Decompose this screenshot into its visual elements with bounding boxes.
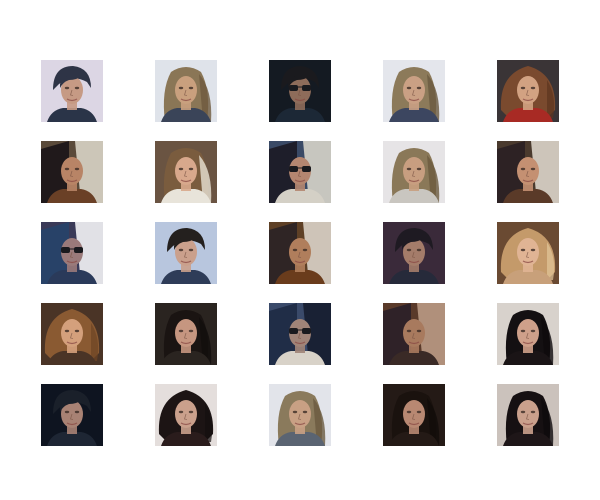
face-image-11 [41,222,103,284]
face-image-21 [41,384,103,446]
face-image-19-drawing [383,303,445,365]
face-image-10-drawing [497,141,559,203]
face-image-8-drawing [269,141,331,203]
face-image-23 [269,384,331,446]
face-image-17-drawing [155,303,217,365]
face-image-10 [497,141,559,203]
face-image-9-drawing [383,141,445,203]
face-image-8 [269,141,331,203]
face-image-11-drawing [41,222,103,284]
face-image-9 [383,141,445,203]
face-image-7 [155,141,217,203]
face-image-4 [383,60,445,122]
face-image-16-drawing [41,303,103,365]
face-image-18-drawing [269,303,331,365]
face-image-4-drawing [383,60,445,122]
face-image-3-drawing [269,60,331,122]
face-image-13-drawing [269,222,331,284]
face-image-1 [41,60,103,122]
face-image-5-drawing [497,60,559,122]
face-image-22-drawing [155,384,217,446]
face-image-23-drawing [269,384,331,446]
face-image-12-drawing [155,222,217,284]
face-image-2-drawing [155,60,217,122]
face-image-16 [41,303,103,365]
face-image-6 [41,141,103,203]
face-image-5 [497,60,559,122]
face-image-18 [269,303,331,365]
face-image-20-drawing [497,303,559,365]
face-image-25 [497,384,559,446]
face-image-7-drawing [155,141,217,203]
face-image-19 [383,303,445,365]
face-image-3 [269,60,331,122]
face-image-22 [155,384,217,446]
face-image-21-drawing [41,384,103,446]
face-image-24-drawing [383,384,445,446]
face-image-14-drawing [383,222,445,284]
face-image-2 [155,60,217,122]
face-image-14 [383,222,445,284]
face-image-25-drawing [497,384,559,446]
face-image-13 [269,222,331,284]
face-image-15-drawing [497,222,559,284]
face-image-15 [497,222,559,284]
face-image-12 [155,222,217,284]
image-grid [41,60,560,446]
face-image-17 [155,303,217,365]
face-image-24 [383,384,445,446]
face-image-6-drawing [41,141,103,203]
face-image-20 [497,303,559,365]
face-image-1-drawing [41,60,103,122]
